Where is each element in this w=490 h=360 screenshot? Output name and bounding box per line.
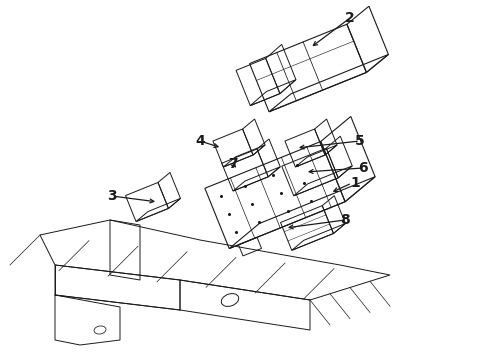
Text: 6: 6 xyxy=(358,161,368,175)
Text: 5: 5 xyxy=(355,134,365,148)
Text: 4: 4 xyxy=(195,134,205,148)
Text: 3: 3 xyxy=(107,189,117,203)
Text: 2: 2 xyxy=(345,11,355,25)
Text: 7: 7 xyxy=(228,157,238,171)
Text: 8: 8 xyxy=(340,213,350,227)
Text: 1: 1 xyxy=(350,176,360,190)
